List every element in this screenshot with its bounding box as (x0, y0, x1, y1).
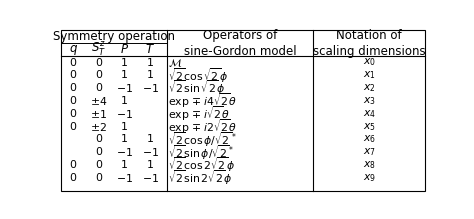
Text: $T$: $T$ (146, 43, 155, 56)
Text: $x_3$: $x_3$ (363, 95, 375, 107)
Text: $\sqrt{2}\cos 2\sqrt{2}\phi$: $\sqrt{2}\cos 2\sqrt{2}\phi$ (168, 156, 235, 174)
Text: $-1$: $-1$ (116, 172, 133, 184)
Text: 0: 0 (95, 134, 102, 145)
Text: $\sqrt{2}\sin 2\sqrt{2}\phi$: $\sqrt{2}\sin 2\sqrt{2}\phi$ (168, 169, 233, 187)
Text: $S_T^z$: $S_T^z$ (91, 41, 107, 58)
Text: 0: 0 (70, 70, 77, 80)
Text: $\exp\mp i\sqrt{2}\theta$: $\exp\mp i\sqrt{2}\theta$ (168, 104, 230, 123)
Text: 0: 0 (95, 83, 102, 93)
Text: 0: 0 (70, 96, 77, 106)
Text: $\sqrt{2}\cos\sqrt{2}\phi$: $\sqrt{2}\cos\sqrt{2}\phi$ (168, 66, 228, 85)
Text: $\sqrt{2}\sin\phi/\sqrt{2}^*$: $\sqrt{2}\sin\phi/\sqrt{2}^*$ (168, 143, 235, 162)
Text: 0: 0 (70, 83, 77, 93)
Text: 1: 1 (121, 58, 128, 67)
Text: Notation of
scaling dimensions: Notation of scaling dimensions (313, 28, 426, 58)
Text: 1: 1 (147, 58, 154, 67)
Text: 0: 0 (70, 109, 77, 119)
Text: $\pm2$: $\pm2$ (91, 121, 108, 133)
Text: 1: 1 (147, 160, 154, 170)
Text: 0: 0 (95, 70, 102, 80)
Text: 1: 1 (121, 70, 128, 80)
Text: 0: 0 (95, 173, 102, 183)
Text: $-1$: $-1$ (142, 82, 159, 94)
Text: $-1$: $-1$ (116, 146, 133, 158)
Text: $x_6$: $x_6$ (363, 134, 375, 145)
Text: $x_2$: $x_2$ (363, 82, 375, 94)
Text: $\pm1$: $\pm1$ (91, 108, 108, 120)
Text: 1: 1 (121, 134, 128, 145)
Text: 0: 0 (70, 58, 77, 67)
Text: $\sqrt{2}\sin\sqrt{2}\phi$: $\sqrt{2}\sin\sqrt{2}\phi$ (168, 79, 226, 97)
Text: $x_4$: $x_4$ (363, 108, 376, 120)
Text: $x_9$: $x_9$ (363, 172, 376, 184)
Text: $x_0$: $x_0$ (363, 57, 375, 68)
Text: $\mathcal{M}$: $\mathcal{M}$ (168, 57, 182, 69)
Text: $\exp\mp i4\sqrt{2}\theta$: $\exp\mp i4\sqrt{2}\theta$ (168, 92, 237, 110)
Text: 0: 0 (95, 160, 102, 170)
Text: $\sqrt{2}\cos\phi/\sqrt{2}^*$: $\sqrt{2}\cos\phi/\sqrt{2}^*$ (168, 130, 237, 149)
Text: $x_7$: $x_7$ (363, 146, 375, 158)
Text: $-1$: $-1$ (116, 108, 133, 120)
Text: Operators of
sine-Gordon model: Operators of sine-Gordon model (183, 28, 296, 58)
Text: 0: 0 (70, 160, 77, 170)
Text: 0: 0 (70, 173, 77, 183)
Text: $x_5$: $x_5$ (363, 121, 375, 132)
Text: 0: 0 (95, 147, 102, 157)
Text: 1: 1 (147, 70, 154, 80)
Text: $x_8$: $x_8$ (363, 159, 375, 171)
Text: 1: 1 (121, 160, 128, 170)
Text: 1: 1 (147, 134, 154, 145)
Text: $-1$: $-1$ (142, 172, 159, 184)
Text: $-1$: $-1$ (142, 146, 159, 158)
Text: 0: 0 (95, 58, 102, 67)
Text: $x_1$: $x_1$ (363, 69, 375, 81)
Text: $-1$: $-1$ (116, 82, 133, 94)
Text: 1: 1 (121, 96, 128, 106)
Text: $q$: $q$ (69, 43, 78, 57)
Text: $\pm4$: $\pm4$ (90, 95, 108, 107)
Text: Symmetry operation: Symmetry operation (53, 30, 175, 43)
Text: 0: 0 (70, 122, 77, 132)
Text: $\exp\mp i2\sqrt{2}\theta$: $\exp\mp i2\sqrt{2}\theta$ (168, 117, 237, 136)
Text: 1: 1 (121, 122, 128, 132)
Text: $P$: $P$ (120, 43, 129, 56)
